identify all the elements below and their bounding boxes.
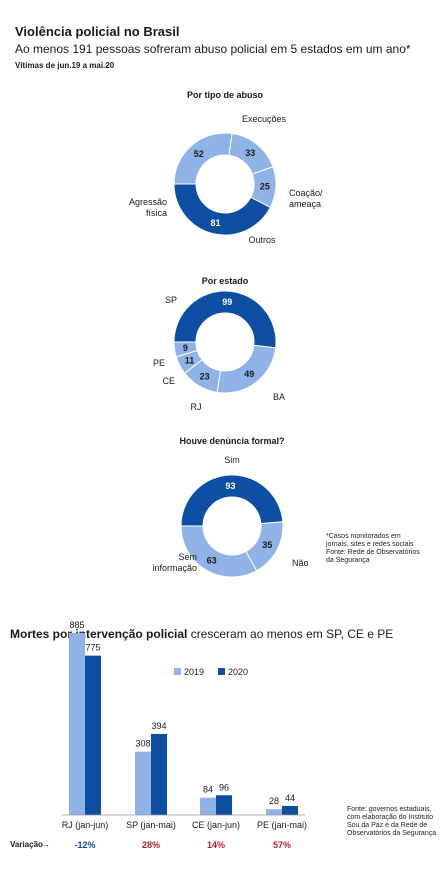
donut-1-label: CE <box>162 376 175 386</box>
donut-1-label: SP <box>165 295 177 305</box>
donut-2-label: Sem informação <box>152 552 197 573</box>
donut-2-value: 63 <box>207 555 217 565</box>
donut-title-1: Por estado <box>202 276 249 286</box>
category-label: SP (jan-mai) <box>126 820 176 830</box>
donut-title-2: Houve denúncia formal? <box>179 436 284 446</box>
bar-chart-title-bold: Mortes por intervenção policial <box>10 627 188 641</box>
donut-2-value: 35 <box>262 540 272 550</box>
donut-1-label: BA <box>273 392 285 402</box>
donut-0-label: Outros <box>248 235 276 245</box>
donut-1-label: RJ <box>191 402 202 412</box>
bar-value-label: 44 <box>285 793 295 803</box>
bar-2020 <box>282 805 298 815</box>
bar-2019 <box>135 751 151 815</box>
period-label: Vítimas de jun.19 a mai.20 <box>15 61 115 70</box>
donut-1-label: PE <box>153 358 165 368</box>
variation-label: Variação <box>10 840 43 849</box>
donut-1-slice <box>173 290 277 349</box>
donut-0-label: Execuções <box>242 114 287 124</box>
bar-value-label: 96 <box>219 782 229 792</box>
bar-2019 <box>69 633 85 815</box>
variation-value: -12% <box>74 840 95 850</box>
donut-0-value: 52 <box>194 149 204 159</box>
variation-value: 28% <box>142 840 160 850</box>
bar-2020 <box>151 733 167 815</box>
variation-value: 14% <box>207 840 225 850</box>
legend-label-2019: 2019 <box>184 667 204 677</box>
donut-1-value: 99 <box>222 297 232 307</box>
donut-0-value: 81 <box>211 218 221 228</box>
page-title: Violência policial no Brasil <box>15 24 180 39</box>
bar-chart-source: Fonte: governos estaduais, com elaboraçã… <box>347 806 437 837</box>
category-label: PE (jan-mai) <box>257 820 307 830</box>
bar-value-label: 394 <box>151 721 166 731</box>
donut-1-value: 49 <box>244 369 254 379</box>
bar-value-label: 28 <box>269 796 279 806</box>
bar-2020 <box>216 795 232 815</box>
donut-0-label: Coação/ameaça <box>289 188 323 209</box>
donut-2-label: Sim <box>224 455 240 465</box>
variation-value: 57% <box>273 840 291 850</box>
donut-1-value: 9 <box>183 343 188 353</box>
bar-chart-title: Mortes por intervenção policial crescera… <box>10 627 393 641</box>
bar-2019 <box>266 809 282 815</box>
legend-label-2020: 2020 <box>228 667 248 677</box>
donut-1-value: 11 <box>185 355 195 365</box>
bar-value-label: 84 <box>203 785 213 795</box>
legend-swatch-2019 <box>174 668 181 675</box>
donut-0-value: 25 <box>260 182 270 192</box>
donut-0-value: 33 <box>245 148 255 158</box>
donut-0-slice <box>173 183 271 236</box>
donut-source-note: *Casos monitorados em jornais, sites e r… <box>326 533 420 564</box>
donut-2-label: Não <box>292 558 309 568</box>
donut-title-0: Por tipo de abuso <box>187 90 264 100</box>
donut-1-slice <box>173 341 198 358</box>
category-label: RJ (jan-jun) <box>62 820 109 830</box>
variation-arrow-icon: → <box>42 840 50 849</box>
bar-2019 <box>200 797 216 815</box>
donut-1-value: 23 <box>200 371 210 381</box>
bar-2020 <box>85 655 101 815</box>
donut-0-label: Agressão física <box>129 197 167 218</box>
donut-2-slice <box>180 525 258 578</box>
bar-chart-title-rest: cresceram ao menos em SP, CE e PE <box>187 627 394 641</box>
donut-2-value: 93 <box>225 481 235 491</box>
legend-swatch-2020 <box>218 668 225 675</box>
bar-value-label: 775 <box>85 643 100 653</box>
donut-2-slice <box>180 474 284 527</box>
bar-value-label: 885 <box>69 620 84 630</box>
bar-value-label: 308 <box>135 739 150 749</box>
category-label: CE (jan-jun) <box>192 820 240 830</box>
page-subtitle: Ao menos 191 pessoas sofreram abuso poli… <box>15 42 411 56</box>
